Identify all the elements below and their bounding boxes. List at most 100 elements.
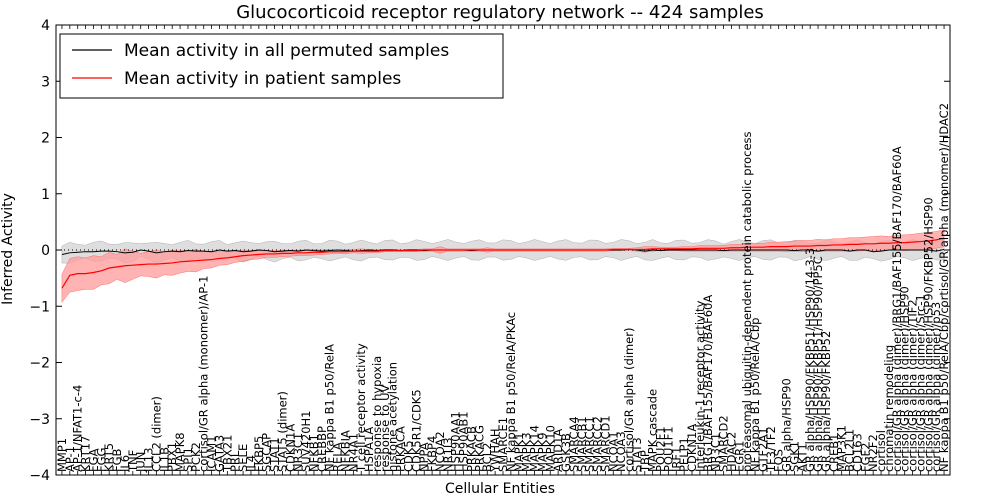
x-tick-label: FGB (110, 448, 124, 472)
x-axis-ticks (61, 25, 945, 475)
x-tick-label: NR4A1 (346, 433, 360, 472)
x-tick-label: response to hypoxia (370, 356, 384, 472)
x-tick-label: MAPK9 (535, 432, 549, 472)
x-tick-label: NF kappa B1 p50/RelA/Cbp (748, 318, 762, 472)
x-tick-label: HSP90AB1 (457, 411, 471, 472)
x-tick-label: SGK1 (787, 441, 801, 472)
x-tick-label: MAPK3 (520, 432, 534, 472)
x-tick-label: POU2F1 (654, 426, 668, 472)
x-tick-label: TNF (126, 450, 140, 473)
y-tick-label: −1 (29, 299, 50, 315)
x-tick-label: cortisol/GR alpha (dimer)/p53 (929, 302, 943, 472)
x-tick-label: BCL2L1 (843, 429, 857, 472)
y-tick-label: 0 (41, 243, 50, 259)
x-tick-label: STAT1 (268, 437, 282, 472)
x-tick-label: T cell receptor activity (354, 343, 368, 473)
x-tick-label: FKBP5 (252, 436, 266, 472)
x-tick-label: MAPK14 (528, 425, 542, 472)
x-tick-label: CD163 (850, 433, 864, 472)
x-tick-label: NR3C1 (709, 433, 723, 472)
y-axis-label: Inferred Activity (0, 193, 16, 305)
x-tick-label: NF kappa B1 p50/RelA/PKAc (504, 312, 518, 472)
x-tick-label: GR alpha/HSP90/FKBP51/HSP90/14-3-3 (803, 248, 817, 472)
x-tick-label: ICAM1 (205, 435, 219, 472)
x-tick-label: PELP1 (677, 437, 691, 472)
x-tick-label: MAP3K1 (835, 425, 849, 472)
x-tick-label: SMARCA4 (567, 416, 581, 472)
x-tick-label: CDKN1A (685, 424, 699, 472)
y-tick-label: 4 (41, 18, 50, 34)
x-tick-label: cortisol/GR alpha (dimer)/TIF2 (906, 299, 920, 472)
patient-line-group (61, 237, 945, 289)
chart-title: Glucocorticoid receptor regulatory netwo… (236, 2, 764, 23)
x-tick-label: NR2F2 (866, 434, 880, 472)
x-tick-label: BCL2 (480, 443, 494, 472)
plot-area: MMP1AP-1AP-1/NFAT1-c-4KRT17FGAFGGKRT5FGB… (29, 18, 951, 484)
x-tick-label: POU1F1 (661, 426, 675, 472)
x-tick-label: MAPK8 (173, 432, 187, 472)
x-tick-label: Interleukin-1 receptor activity (693, 300, 707, 472)
x-tick-label: PBX1 (165, 442, 179, 472)
legend: Mean activity in all permuted samples Me… (59, 33, 504, 99)
x-tick-label: IL4 (244, 455, 258, 472)
y-tick-label: −3 (29, 412, 50, 428)
x-tick-label: MMP1 (55, 438, 69, 472)
x-tick-labels: MMP1AP-1AP-1/NFAT1-c-4KRT17FGAFGGKRT5FGB… (55, 103, 951, 473)
x-tick-label: MAPK cascade (646, 389, 660, 472)
x-tick-label: TF3/TF2 (764, 426, 778, 473)
x-tick-label: STAT3 (630, 437, 644, 472)
x-tick-label: GTF2A1 (756, 427, 770, 472)
x-tick-label: proteasomal ubiquitin-dependent protein … (740, 131, 754, 472)
x-tick-label: cortisol/GR alpha (dimer)/HSP90 (898, 286, 912, 472)
x-tick-label: SMARCC1 (583, 416, 597, 472)
y-tick-label: 1 (41, 187, 50, 203)
x-tick-label: KRT17 (79, 436, 93, 472)
x-tick-label: IL6 (118, 455, 132, 472)
x-tick-label: HDAC2 (724, 432, 738, 472)
x-tick-label: CREBBP (315, 426, 329, 472)
x-tick-label: FGF2 (858, 443, 872, 472)
x-tick-label: MAPK1 (512, 432, 526, 472)
x-tick-label: NR3C1 (291, 433, 305, 472)
y-tick-label: −4 (29, 468, 50, 484)
x-tick-label: NPPA (417, 442, 431, 472)
x-tick-label: histone acetylation (386, 362, 400, 472)
x-tick-label: PRKACG (472, 425, 486, 472)
x-tick-label: SUV420H1 (299, 411, 313, 473)
x-tick-label: AP-1 (63, 446, 77, 472)
x-tick-label: GR alpha/HSP90/FKBP51/HSP90/PP5C (811, 256, 825, 472)
x-tick-label: IL1B (157, 447, 171, 472)
x-tick-label: FOS (772, 449, 786, 472)
x-tick-label: SPI1 (181, 447, 195, 472)
x-tick-label: CCL2 (dimer) (149, 396, 163, 472)
x-tick-label: SGCAP (260, 433, 274, 472)
x-tick-label: HSP90AA1 (449, 411, 463, 472)
x-tick-label: YWHAH (488, 428, 502, 473)
x-tick-label: CDK5 (401, 440, 415, 472)
y-axis-ticks: −4 −3 −2 −1 0 1 2 3 4 (29, 18, 950, 484)
x-tick-label: NR1I3 (441, 437, 455, 472)
x-tick-label: PCK2 (189, 442, 203, 472)
x-tick-label: MAPK10 (543, 425, 557, 472)
x-tick-label: CDK5R1/CDK5 (409, 389, 423, 472)
x-tick-label: SMARCB1 (575, 416, 589, 472)
x-tick-label: PRKACA (394, 426, 408, 472)
x-tick-label: NFKBIA (338, 430, 352, 472)
x-tick-label: NF kappa B1 p50/RelA (323, 344, 337, 472)
x-tick-label: IL13 (142, 448, 156, 472)
x-tick-label: cortisol/GR alpha (dimer) (622, 328, 636, 472)
x-tick-label: TBP (638, 450, 652, 473)
x-tick-label: GSK3B (559, 433, 573, 472)
x-tick-label: NFKB1 (307, 434, 321, 472)
x-tick-label: NCOA1 (606, 431, 620, 472)
x-tick-label: SMARCE1 (496, 417, 510, 472)
x-tick-label: FGA (86, 448, 100, 472)
x-tick-label: IRF1 (669, 447, 683, 472)
legend-box (59, 33, 504, 99)
x-tick-label: EGR1 (732, 441, 746, 473)
x-tick-label: JUN (134, 452, 148, 473)
x-tick-label: FGG (94, 448, 108, 472)
patient-mean-line (61, 237, 945, 289)
legend-label-patient: Mean activity in patient samples (124, 69, 401, 89)
